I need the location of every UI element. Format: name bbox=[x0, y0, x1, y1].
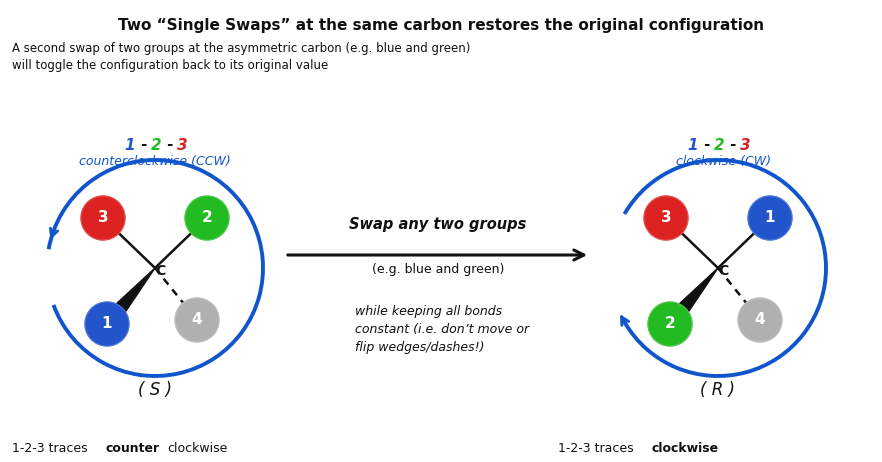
Text: 3: 3 bbox=[740, 138, 751, 152]
Text: Swap any two groups: Swap any two groups bbox=[349, 218, 527, 232]
Text: 3: 3 bbox=[176, 138, 187, 152]
Text: (e.g. blue and green): (e.g. blue and green) bbox=[372, 263, 505, 276]
Text: Two “Single Swaps” at the same carbon restores the original configuration: Two “Single Swaps” at the same carbon re… bbox=[118, 18, 764, 33]
Text: C: C bbox=[718, 264, 729, 278]
Text: clockwise (CW): clockwise (CW) bbox=[676, 156, 771, 169]
Text: 1: 1 bbox=[765, 211, 775, 225]
Circle shape bbox=[648, 302, 692, 346]
Text: 2: 2 bbox=[151, 138, 161, 152]
Text: 1: 1 bbox=[688, 138, 699, 152]
Circle shape bbox=[738, 298, 782, 342]
Text: clockwise: clockwise bbox=[652, 442, 719, 455]
Text: 3: 3 bbox=[98, 211, 108, 225]
Text: ( R ): ( R ) bbox=[700, 381, 736, 399]
Polygon shape bbox=[680, 268, 718, 311]
Text: counterclockwise (CCW): counterclockwise (CCW) bbox=[79, 156, 231, 169]
Text: C: C bbox=[155, 264, 165, 278]
Text: -: - bbox=[703, 138, 709, 152]
Text: 1: 1 bbox=[124, 138, 135, 152]
Text: -: - bbox=[140, 138, 146, 152]
Text: 1-2-3 traces: 1-2-3 traces bbox=[12, 442, 92, 455]
Text: ( S ): ( S ) bbox=[138, 381, 172, 399]
Text: counter: counter bbox=[106, 442, 161, 455]
Text: 1-2-3 traces: 1-2-3 traces bbox=[558, 442, 638, 455]
Text: 2: 2 bbox=[714, 138, 724, 152]
Circle shape bbox=[748, 196, 792, 240]
Text: clockwise: clockwise bbox=[167, 442, 228, 455]
Text: 2: 2 bbox=[202, 211, 213, 225]
Text: A second swap of two groups at the asymmetric carbon (e.g. blue and green)
will : A second swap of two groups at the asymm… bbox=[12, 42, 470, 72]
Text: 4: 4 bbox=[191, 312, 202, 328]
Circle shape bbox=[185, 196, 229, 240]
Text: -: - bbox=[166, 138, 172, 152]
Text: 3: 3 bbox=[661, 211, 671, 225]
Circle shape bbox=[85, 302, 129, 346]
Text: 1: 1 bbox=[101, 316, 112, 332]
Text: -: - bbox=[729, 138, 736, 152]
Circle shape bbox=[644, 196, 688, 240]
Text: 4: 4 bbox=[755, 312, 766, 328]
Circle shape bbox=[175, 298, 219, 342]
Circle shape bbox=[81, 196, 125, 240]
Text: while keeping all bonds
constant (i.e. don’t move or
flip wedges/dashes!): while keeping all bonds constant (i.e. d… bbox=[355, 305, 529, 354]
Text: 2: 2 bbox=[665, 316, 676, 332]
Polygon shape bbox=[116, 268, 155, 311]
